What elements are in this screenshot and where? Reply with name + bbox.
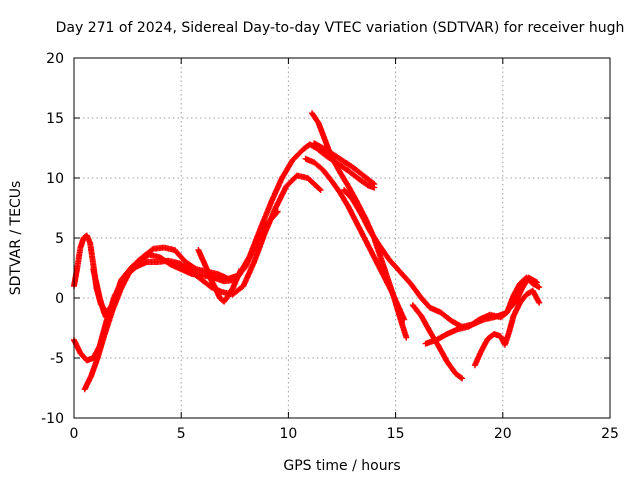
point-markers	[471, 287, 543, 369]
x-axis-label: GPS time / hours	[283, 458, 400, 474]
x-tick-label: 10	[279, 426, 297, 442]
series-track-5	[302, 155, 408, 323]
series-track-12	[195, 247, 245, 305]
x-tick-label: 0	[70, 426, 79, 442]
x-tick-label: 5	[177, 426, 186, 442]
grid-lines	[74, 58, 610, 418]
point-markers	[195, 247, 245, 305]
series-track-11	[90, 266, 110, 321]
y-tick-label: 20	[46, 51, 64, 67]
data-points	[71, 110, 543, 393]
axis-ticks: 0 5 10 15 20 25 -10 -5 0 5 10 15 20	[41, 51, 619, 442]
point-markers	[302, 155, 408, 323]
y-tick-label: -10	[41, 411, 64, 427]
point-markers	[90, 266, 110, 321]
point-markers	[422, 274, 543, 347]
x-tick-label: 15	[387, 426, 405, 442]
y-axis-label: SDTVAR / TECUs	[8, 181, 24, 296]
y-tick-label: -5	[50, 351, 64, 367]
x-tick-label: 25	[601, 426, 619, 442]
y-tick-label: 15	[46, 111, 64, 127]
y-tick-label: 5	[55, 231, 64, 247]
y-tick-label: 0	[55, 291, 64, 307]
y-tick-label: 10	[46, 171, 64, 187]
chart-title: Day 271 of 2024, Sidereal Day-to-day VTE…	[56, 20, 625, 36]
point-markers	[311, 140, 378, 187]
series-track-10	[311, 140, 378, 187]
series-track-8	[422, 274, 543, 347]
x-tick-label: 20	[494, 426, 512, 442]
series-track-9	[471, 287, 543, 369]
